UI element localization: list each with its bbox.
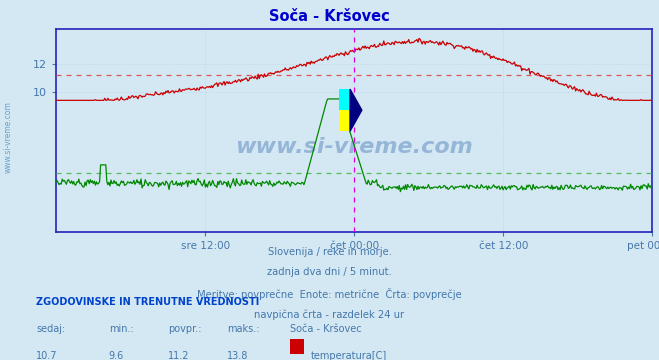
- Polygon shape: [350, 89, 362, 131]
- Bar: [339, 110, 350, 131]
- Text: navpična črta - razdelek 24 ur: navpična črta - razdelek 24 ur: [254, 309, 405, 320]
- Text: www.si-vreme.com: www.si-vreme.com: [235, 137, 473, 157]
- Text: min.:: min.:: [109, 324, 134, 334]
- Text: povpr.:: povpr.:: [168, 324, 202, 334]
- Text: Slovenija / reke in morje.: Slovenija / reke in morje.: [268, 247, 391, 257]
- Text: sedaj:: sedaj:: [36, 324, 65, 334]
- Bar: [339, 89, 350, 110]
- Text: 10.7: 10.7: [36, 351, 58, 360]
- Text: www.si-vreme.com: www.si-vreme.com: [3, 101, 13, 173]
- Text: Soča - Kršovec: Soča - Kršovec: [269, 9, 390, 24]
- Text: ZGODOVINSKE IN TRENUTNE VREDNOSTI: ZGODOVINSKE IN TRENUTNE VREDNOSTI: [36, 297, 260, 307]
- Text: maks.:: maks.:: [227, 324, 260, 334]
- Text: 11.2: 11.2: [168, 351, 190, 360]
- Text: temperatura[C]: temperatura[C]: [311, 351, 387, 360]
- Text: Meritve: povprečne  Enote: metrične  Črta: povprečje: Meritve: povprečne Enote: metrične Črta:…: [197, 288, 462, 300]
- Text: zadnja dva dni / 5 minut.: zadnja dva dni / 5 minut.: [267, 267, 392, 278]
- Text: 9.6: 9.6: [109, 351, 124, 360]
- Text: Soča - Kršovec: Soča - Kršovec: [290, 324, 362, 334]
- Text: 13.8: 13.8: [227, 351, 248, 360]
